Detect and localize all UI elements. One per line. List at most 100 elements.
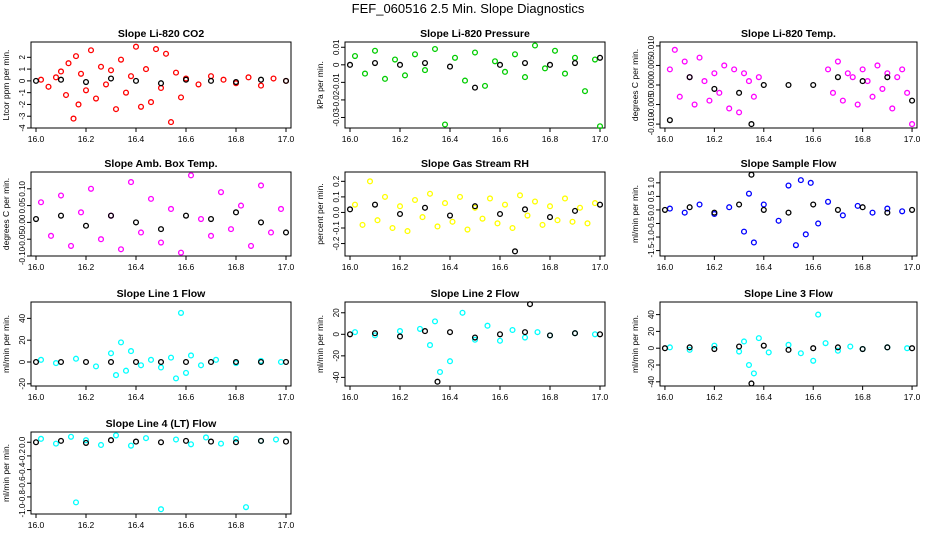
y-tick-label: 20 (647, 326, 656, 335)
data-point-5-min (859, 204, 866, 211)
data-point-all (884, 205, 891, 212)
data-point-5-min (909, 345, 916, 352)
data-point-5-min (496, 331, 504, 338)
data-point-all (419, 214, 426, 221)
x-tick-label: 16.6 (178, 262, 195, 272)
data-point-all (137, 103, 145, 110)
data-point-5-min (107, 358, 115, 366)
y-tick-label: -0.10 (18, 246, 27, 265)
data-point-5-min (521, 329, 529, 336)
data-point-5-min (810, 345, 817, 352)
data-point-all (847, 343, 854, 350)
data-point-all (676, 93, 683, 100)
data-point-all (177, 94, 185, 101)
x-tick-label: 16.0 (28, 520, 45, 530)
data-point-all (726, 204, 733, 211)
data-point-5-min (760, 206, 767, 213)
data-point-5-min (446, 63, 454, 70)
panel-title: Slope Line 2 Flow (431, 288, 521, 300)
data-point-all (750, 93, 757, 100)
data-point-all (247, 242, 255, 249)
data-point-all (127, 442, 135, 449)
data-point-all (426, 342, 434, 349)
data-point-all (815, 311, 822, 318)
data-point-5-min (496, 210, 504, 218)
data-point-5-min (421, 60, 429, 67)
data-point-5-min (396, 61, 404, 68)
data-point-all (785, 341, 792, 348)
x-tick-label: 16.8 (228, 392, 245, 402)
data-point-5-min (736, 201, 743, 208)
data-point-5-min (810, 201, 817, 208)
data-point-all (82, 437, 90, 444)
y-tick-label: -0.4 (18, 462, 27, 476)
x-tick-label: 16.6 (805, 262, 822, 272)
data-point-all (52, 74, 60, 81)
data-point-all (47, 232, 55, 239)
data-point-all (839, 212, 846, 219)
data-point-all (242, 504, 250, 511)
data-point-all (854, 202, 861, 209)
data-point-all (167, 354, 175, 361)
data-point-all (57, 192, 65, 199)
data-point-all (112, 372, 120, 379)
data-point-all (822, 340, 829, 347)
data-point-all (62, 91, 70, 99)
data-point-all (102, 81, 110, 88)
data-point-all (736, 109, 743, 116)
panel-slope-amb-box-temp: Slope Amb. Box Temp. 16.0 16.2 16.4 16.6 16.8… (1, 158, 295, 272)
data-point-all (157, 239, 165, 246)
data-point-5-min (371, 60, 379, 67)
data-point-all (666, 66, 673, 73)
y-tick-label: -0.010 (647, 112, 656, 135)
data-point-all (177, 249, 185, 256)
data-point-all (72, 355, 80, 362)
data-point-all (484, 322, 491, 329)
y-tick-label: 0 (18, 359, 27, 364)
y-tick-label: 0 (18, 78, 27, 83)
x-tick-label: 16.8 (228, 520, 245, 530)
y-tick-label: -1 (18, 89, 27, 97)
x-tick-label: 17.0 (592, 134, 609, 144)
data-point-5-min (57, 358, 65, 366)
x-tick-label: 16.2 (78, 392, 95, 402)
panel-title: Slope Li-820 Pressure (420, 28, 530, 40)
data-point-all (67, 433, 75, 440)
figure-title: FEF_060516 2.5 Min. Slope Diagnostics (351, 1, 585, 16)
data-point-5-min (107, 212, 115, 219)
x-tick-label: 16.8 (542, 392, 559, 402)
data-point-5-min (446, 329, 454, 336)
data-point-all (760, 201, 767, 208)
x-tick-label: 16.4 (442, 262, 459, 272)
data-point-all (207, 232, 215, 239)
data-point-5-min (834, 206, 841, 213)
data-point-5-min (760, 81, 767, 89)
data-point-5-min (571, 207, 579, 214)
x-tick-label: 16.2 (78, 134, 95, 144)
x-tick-label: 16.0 (657, 134, 674, 144)
y-tick-label: 0.01 (332, 39, 341, 55)
y-tick-label: 1 (18, 66, 27, 71)
data-point-all (869, 93, 876, 100)
data-point-all (591, 56, 599, 63)
data-point-5-min (82, 79, 90, 86)
data-point-all (874, 62, 881, 69)
data-point-all (162, 50, 170, 57)
data-point-all (75, 101, 82, 108)
data-point-all (202, 434, 210, 441)
plot-frame (30, 41, 292, 129)
x-tick-label: 17.0 (592, 392, 609, 402)
data-point-all (524, 212, 531, 219)
data-point-all (459, 309, 466, 316)
data-point-all (785, 182, 792, 189)
data-point-all (72, 499, 80, 506)
y-tick-label: 20 (18, 335, 27, 344)
data-point-all (72, 53, 80, 60)
data-point-5-min (686, 344, 693, 351)
x-tick-label: 16.4 (442, 392, 459, 402)
data-point-all (740, 70, 748, 77)
x-tick-label: 16.2 (706, 262, 723, 272)
data-point-5-min (748, 171, 755, 178)
y-tick-label: -0.2 (18, 448, 27, 462)
x-tick-label: 16.6 (178, 392, 195, 402)
